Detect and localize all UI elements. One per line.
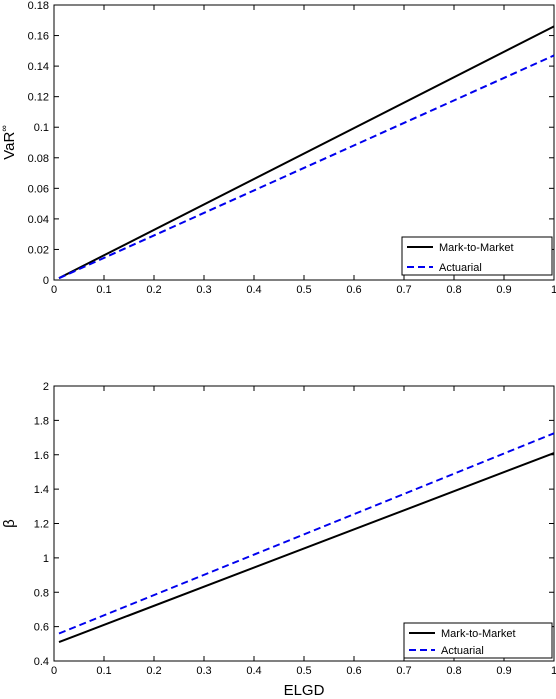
x-axis-label: ELGD (284, 682, 325, 699)
x-tick-label: 0.5 (296, 665, 311, 677)
x-tick-label: 0.5 (296, 284, 311, 296)
y-tick-label: 0.6 (34, 622, 49, 634)
x-tick-label: 0.8 (446, 284, 461, 296)
y-tick-label: 0.08 (28, 153, 49, 165)
x-tick-label: 0.4 (246, 665, 261, 677)
x-tick-label: 0.2 (146, 284, 161, 296)
x-tick-label: 0 (51, 665, 57, 677)
legend: Mark-to-Market Actuarial (401, 236, 553, 276)
y-tick-label: 0 (43, 275, 49, 287)
x-tick-label: 0.1 (96, 665, 111, 677)
x-tick-label: 0.7 (396, 665, 411, 677)
y-tick-label: 0.14 (28, 61, 49, 73)
series-line-actuarial (58, 54, 555, 280)
y-tick-label: 0.16 (28, 31, 49, 43)
x-tick-label: 0.1 (96, 284, 111, 296)
plot-frame (53, 4, 555, 281)
x-tick-label: 0.3 (196, 665, 211, 677)
legend-box (403, 622, 553, 659)
y-tick-label: 0.12 (28, 92, 49, 104)
x-tick-label: 0.8 (446, 665, 461, 677)
series-line-actuarial (58, 432, 555, 635)
y-axis-label-superscript: ∞ (0, 125, 9, 131)
y-tick-label: 1 (43, 553, 49, 565)
x-tick-label: 0.3 (196, 284, 211, 296)
x-tick-label: 0.9 (496, 284, 511, 296)
x-tick-label: 0.6 (346, 284, 361, 296)
y-tick-label: 2 (43, 381, 49, 393)
series-line-mark-to-market (58, 452, 555, 644)
y-tick-label: 0.18 (28, 0, 49, 12)
legend-label-mark-to-market: Mark-to-Market (441, 628, 516, 640)
x-tick-label: 1 (551, 284, 556, 296)
plot-frame (53, 385, 555, 662)
legend-label-mark-to-market: Mark-to-Market (439, 242, 514, 254)
y-tick-label: 1.2 (34, 519, 49, 531)
legend-label-actuarial: Actuarial (439, 262, 482, 274)
y-tick-label: 0.04 (28, 214, 49, 226)
legend: Mark-to-Market Actuarial (403, 622, 553, 659)
legend-label-actuarial: Actuarial (441, 645, 484, 657)
x-tick-label: 0.6 (346, 665, 361, 677)
x-tick-label: 0 (51, 284, 57, 296)
y-tick-label: 0.02 (28, 244, 49, 256)
y-axis-label-text: VaR (1, 132, 18, 160)
x-tick-label: 0.2 (146, 665, 161, 677)
y-tick-label: 0.8 (34, 587, 49, 599)
x-tick-label: 0.9 (496, 665, 511, 677)
y-tick-label: 1.6 (34, 450, 49, 462)
beta-plot: 0 0.1 0.2 0.3 0.4 0.5 0.6 0.7 0.8 0.9 1 0.4 0.6 0.8 1 1… (1, 381, 556, 699)
y-tick-label: 0.06 (28, 183, 49, 195)
legend-box (401, 236, 553, 276)
y-tick-label: 0.4 (34, 656, 49, 668)
y-tick-label: 1.8 (34, 415, 49, 427)
y-axis-label-text: β (1, 519, 18, 528)
y-axis-label: VaR∞ (0, 125, 18, 160)
y-tick-label: 0.1 (34, 122, 49, 134)
series-line-mark-to-market (58, 25, 555, 280)
y-axis-label: β (1, 519, 18, 528)
y-tick-label: 1.4 (34, 484, 49, 496)
x-tick-label: 0.4 (246, 284, 261, 296)
x-tick-label: 0.7 (396, 284, 411, 296)
var-plot: 0 0.1 0.2 0.3 0.4 0.5 0.6 0.7 0.8 0.9 1 0 0.02 0.04 0.… (0, 0, 556, 296)
x-tick-label: 1 (551, 665, 556, 677)
